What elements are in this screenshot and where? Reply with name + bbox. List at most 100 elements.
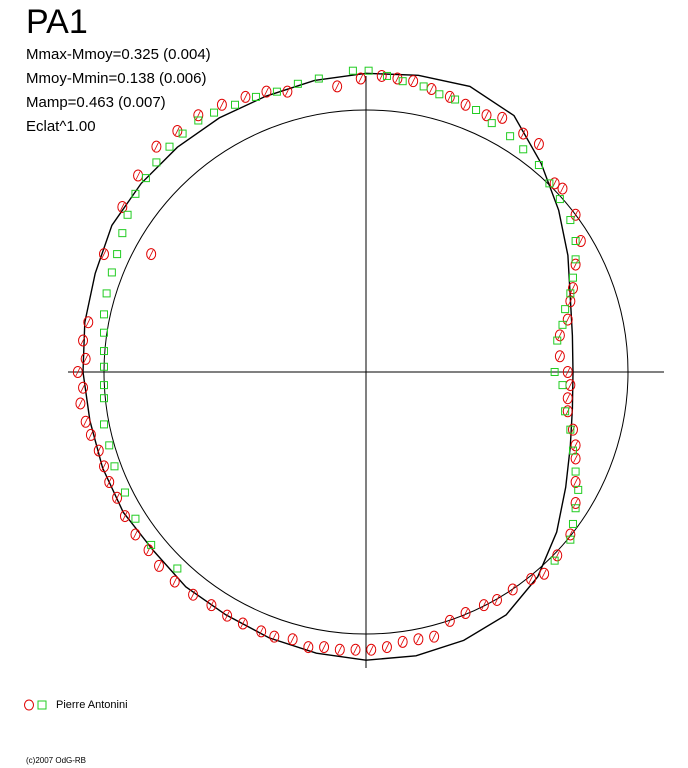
data-point-circle-tick — [395, 74, 400, 83]
data-point-circle-outline — [533, 138, 544, 151]
data-point-square — [131, 514, 140, 523]
data-point-circle — [332, 80, 343, 93]
data-point-circle — [429, 630, 440, 643]
data-point-circle — [303, 641, 314, 654]
data-point-circle-outline — [549, 177, 560, 190]
chart-title: PA1 — [26, 3, 88, 41]
data-point-circle-tick — [499, 113, 505, 123]
data-point-circle-tick — [557, 331, 563, 340]
data-point-circle-tick — [240, 619, 246, 628]
data-point-circle — [117, 200, 128, 213]
data-point-square — [141, 174, 150, 183]
data-point-circle-outline — [237, 617, 248, 630]
data-point-circle — [507, 583, 518, 596]
data-point-square — [558, 381, 567, 390]
data-point-circle-outline — [570, 258, 581, 271]
data-point-circle — [518, 127, 529, 140]
data-point-circle-tick — [568, 380, 573, 390]
copyright-text: (c)2007 OdG-RB — [26, 756, 87, 765]
data-point-square — [364, 66, 373, 75]
data-point-circle-tick — [337, 645, 343, 654]
data-point-square — [113, 250, 122, 259]
data-point-circle — [334, 643, 345, 656]
data-point-circle — [154, 559, 165, 572]
data-point-circle-outline — [539, 567, 550, 580]
data-point-circle-outline — [78, 334, 89, 347]
data-point-circle — [169, 575, 180, 588]
data-point-circle — [497, 111, 508, 124]
data-point-circle — [526, 572, 537, 585]
data-point-circle-tick — [334, 82, 340, 91]
data-point-circle — [350, 643, 361, 656]
data-point-circle — [206, 599, 217, 612]
data-point-square — [566, 289, 575, 298]
data-point-square — [152, 158, 161, 167]
data-point-square — [534, 161, 543, 170]
axes-group — [68, 76, 664, 668]
data-point-circle-tick — [219, 100, 225, 109]
data-point-circle-outline — [575, 235, 586, 247]
legend: Pierre Antonini — [24, 698, 128, 712]
marks-group — [72, 66, 586, 656]
data-point-circle-tick — [568, 297, 573, 306]
data-point-square — [571, 504, 580, 513]
data-point-circle-tick — [573, 260, 578, 269]
data-point-square — [118, 229, 127, 238]
data-point-circle-outline — [552, 549, 563, 562]
data-point-circle-tick — [353, 645, 358, 654]
data-point-square — [571, 467, 580, 476]
data-point-circle-tick — [554, 551, 560, 560]
data-point-circle-outline — [562, 366, 573, 378]
data-point-circle-outline — [565, 528, 576, 541]
data-point-circle-tick — [83, 417, 89, 426]
data-point-circle-tick — [463, 100, 468, 109]
data-point-circle — [119, 510, 130, 523]
data-point-circle-outline — [567, 423, 578, 436]
data-point-square — [293, 79, 302, 88]
data-point-square — [558, 320, 567, 329]
data-point-square — [100, 394, 108, 403]
data-point-circle-tick — [271, 632, 277, 641]
data-point-circle-tick — [172, 577, 178, 586]
data-point-circle-tick — [224, 611, 230, 620]
data-point-square — [165, 142, 174, 151]
data-point-circle-outline — [565, 295, 576, 308]
data-point-circle — [426, 83, 437, 96]
stat-mamp: Mamp=0.463 (0.007) — [26, 94, 166, 111]
data-point-circle-tick — [358, 74, 364, 83]
data-point-circle — [554, 350, 565, 363]
data-point-square — [566, 216, 575, 225]
data-point-circle-outline — [570, 452, 581, 465]
data-point-circle-tick — [156, 561, 162, 571]
data-point-circle-tick — [135, 171, 141, 180]
data-point-circle-outline — [151, 140, 162, 153]
data-point-circle — [444, 614, 455, 627]
data-point-circle-outline — [130, 528, 141, 541]
data-point-circle-outline — [570, 497, 581, 509]
data-point-circle-tick — [565, 407, 571, 416]
data-point-circle-tick — [321, 642, 327, 652]
data-point-circle-tick — [146, 545, 151, 555]
data-point-circle-outline — [117, 200, 128, 213]
data-point-square — [571, 255, 580, 264]
data-point-circle — [75, 397, 86, 410]
data-point-circle-outline — [112, 491, 123, 504]
legend-markers-icon — [24, 699, 47, 711]
data-point-circle-tick — [80, 383, 86, 392]
fit-curve — [82, 72, 574, 661]
data-point-circle-outline — [557, 182, 568, 195]
data-point-circle — [188, 588, 199, 601]
data-point-circle-outline — [303, 641, 314, 654]
legend-label: Pierre Antonini — [56, 699, 128, 711]
data-point-circle-tick — [285, 87, 290, 96]
data-point-circle-outline — [376, 69, 387, 82]
data-point-circle-tick — [209, 601, 214, 610]
data-point-square — [123, 210, 132, 219]
data-point-circle-tick — [573, 441, 578, 450]
data-point-square — [314, 74, 323, 83]
data-point-circle-tick — [481, 601, 487, 610]
data-point-circle-tick — [573, 454, 578, 463]
data-point-circle-tick — [85, 318, 91, 327]
data-point-square — [382, 71, 391, 80]
data-point-circle — [104, 476, 115, 489]
